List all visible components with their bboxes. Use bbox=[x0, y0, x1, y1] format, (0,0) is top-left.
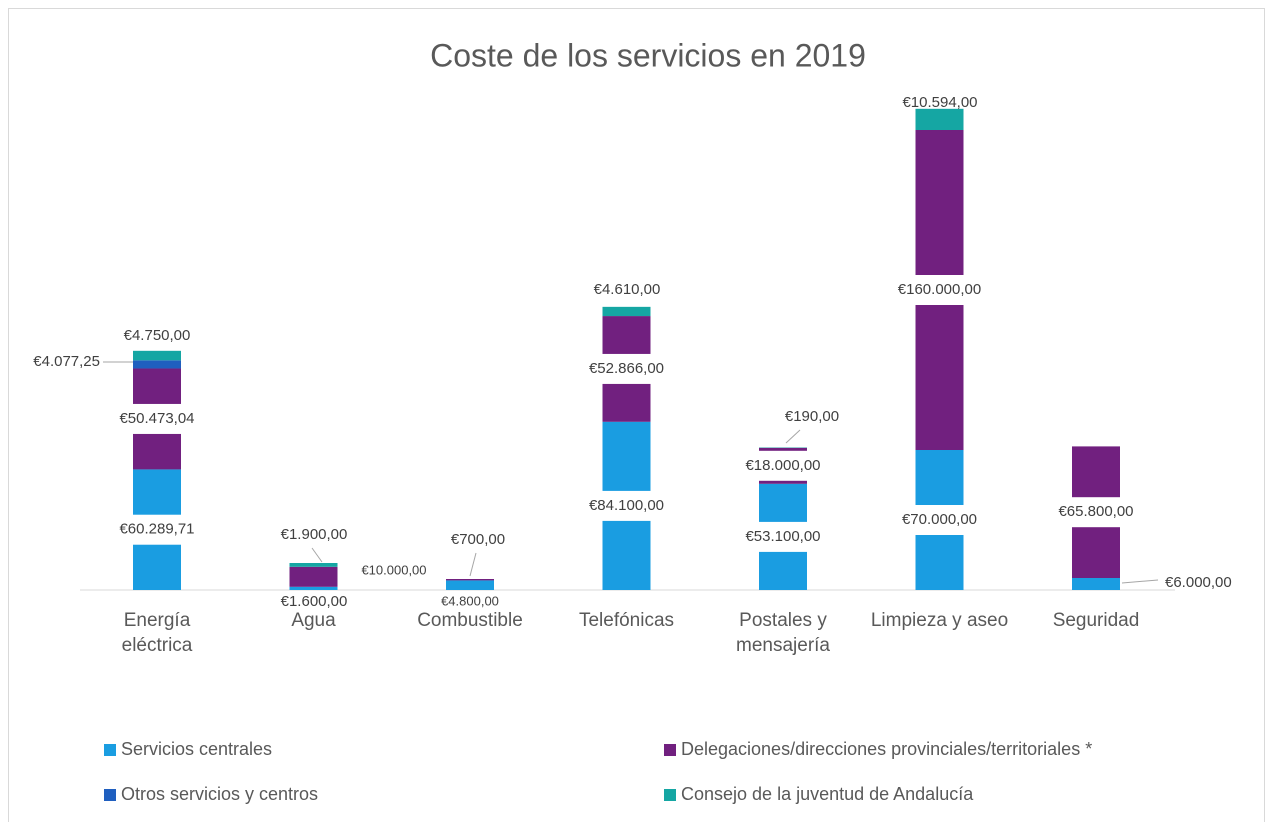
label-box bbox=[728, 450, 838, 481]
data-label: €84.100,00 bbox=[589, 497, 664, 514]
legend-label: Consejo de la juventud de Andalucía bbox=[681, 784, 974, 804]
x-tick-label: Seguridad bbox=[1052, 610, 1140, 631]
label-box bbox=[728, 521, 838, 552]
bar-segment bbox=[289, 563, 338, 567]
label-box bbox=[571, 353, 682, 384]
bar-segment bbox=[289, 586, 338, 590]
legend-swatch bbox=[664, 789, 676, 801]
bar-segment bbox=[133, 350, 181, 361]
bar-segment bbox=[446, 580, 494, 590]
x-tick-label: Combustible bbox=[417, 610, 523, 631]
leader-line bbox=[1121, 579, 1159, 584]
data-label: €4.750,00 bbox=[124, 327, 191, 344]
legend-swatch bbox=[104, 744, 116, 756]
chart-title: Coste de los servicios en 2019 bbox=[430, 37, 866, 73]
legend-label: Otros servicios y centros bbox=[121, 784, 318, 804]
label-box bbox=[884, 275, 995, 305]
data-label: €50.473,04 bbox=[119, 410, 194, 427]
bar-segment bbox=[289, 566, 338, 587]
label-box bbox=[884, 505, 995, 535]
data-label: €160.000,00 bbox=[898, 281, 981, 298]
data-label: €1.900,00 bbox=[281, 526, 348, 543]
bar-segment bbox=[602, 306, 651, 317]
x-tick-label: Agua bbox=[291, 610, 336, 631]
label-box bbox=[102, 514, 212, 545]
label-box bbox=[1041, 497, 1151, 528]
legend-label: Delegaciones/direcciones provinciales/te… bbox=[681, 739, 1092, 759]
data-label: €65.800,00 bbox=[1058, 503, 1133, 520]
data-label: €53.100,00 bbox=[745, 528, 820, 545]
legend-label: Servicios centrales bbox=[121, 739, 272, 759]
bar-segment bbox=[446, 579, 494, 581]
x-tick-label: Energía eléctrica bbox=[121, 610, 193, 656]
bar-segment bbox=[133, 360, 181, 369]
leader-line bbox=[469, 552, 477, 577]
label-box bbox=[571, 490, 682, 521]
bar-segment bbox=[1072, 578, 1120, 590]
data-label: €18.000,00 bbox=[745, 457, 820, 474]
data-label: €52.866,00 bbox=[589, 360, 664, 377]
data-label: €6.000,00 bbox=[1165, 574, 1232, 591]
data-label: €10.000,00 bbox=[361, 562, 426, 577]
legend-swatch bbox=[664, 744, 676, 756]
label-box bbox=[102, 403, 212, 434]
data-label: €4.610,00 bbox=[594, 281, 661, 298]
data-label: €10.594,00 bbox=[902, 94, 977, 111]
data-label: €60.289,71 bbox=[119, 521, 194, 538]
data-label: €1.600,00 bbox=[281, 593, 348, 610]
data-label: €4.800,00 bbox=[441, 593, 499, 608]
legend-swatch bbox=[104, 789, 116, 801]
data-label: €70.000,00 bbox=[902, 511, 977, 528]
data-label: €700,00 bbox=[451, 531, 505, 548]
bar-segment bbox=[915, 108, 964, 130]
data-label: €4.077,25 bbox=[33, 353, 100, 370]
data-label: €190,00 bbox=[785, 408, 839, 425]
x-tick-label: Limpieza y aseo bbox=[870, 610, 1009, 631]
x-tick-label: Postales y mensajería bbox=[736, 610, 830, 656]
leader-line bbox=[311, 547, 323, 563]
x-tick-label: Telefónicas bbox=[578, 610, 675, 631]
leader-line bbox=[785, 429, 801, 444]
